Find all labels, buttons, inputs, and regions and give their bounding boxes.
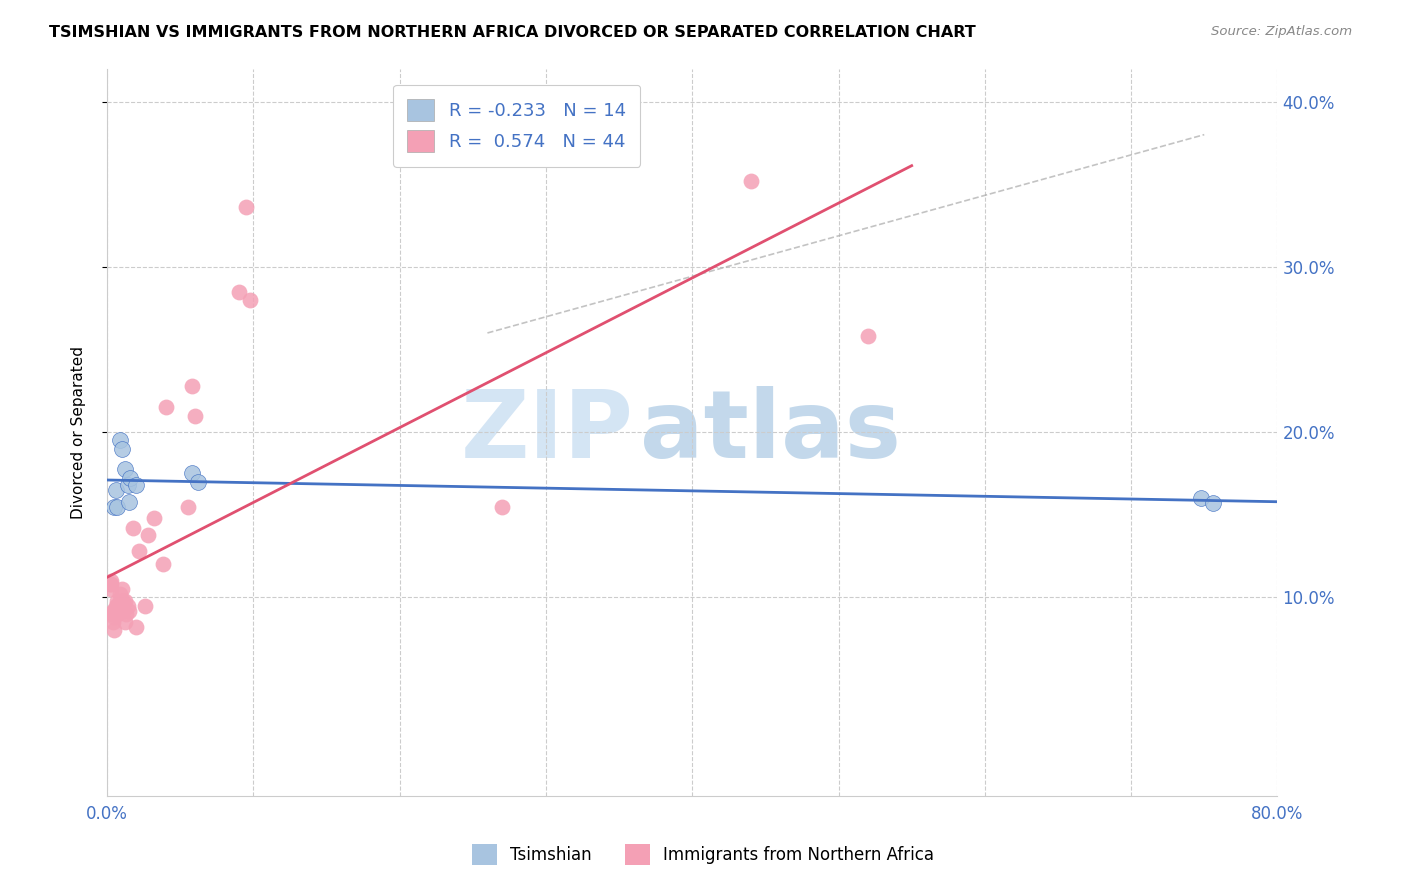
Point: [114, 461, 136, 475]
Point: [104, 604, 127, 618]
Point: [118, 604, 141, 618]
Text: ZIP: ZIP: [461, 386, 634, 478]
Point: [155, 401, 177, 415]
Text: atlas: atlas: [640, 386, 901, 478]
Point: [152, 558, 174, 572]
Text: TSIMSHIAN VS IMMIGRANTS FROM NORTHERN AFRICA DIVORCED OR SEPARATED CORRELATION C: TSIMSHIAN VS IMMIGRANTS FROM NORTHERN AF…: [49, 25, 976, 40]
Point: [111, 442, 134, 456]
Point: [101, 604, 124, 618]
Point: [491, 500, 513, 514]
Point: [104, 607, 127, 621]
Point: [105, 599, 128, 613]
Point: [101, 615, 124, 630]
Point: [181, 467, 204, 481]
Point: [107, 604, 129, 618]
Point: [181, 379, 204, 393]
Point: [104, 599, 127, 613]
Point: [114, 615, 136, 630]
Point: [105, 607, 128, 621]
Point: [176, 500, 198, 514]
Legend: Tsimshian, Immigrants from Northern Africa: Tsimshian, Immigrants from Northern Afri…: [464, 836, 942, 873]
Point: [112, 604, 135, 618]
Text: Source: ZipAtlas.com: Source: ZipAtlas.com: [1212, 25, 1353, 38]
Point: [142, 511, 165, 525]
Point: [1202, 496, 1225, 510]
Point: [104, 483, 127, 497]
Point: [235, 200, 257, 214]
Point: [228, 285, 250, 299]
Point: [187, 475, 209, 489]
Point: [105, 500, 128, 514]
Point: [115, 607, 138, 621]
Point: [125, 478, 148, 492]
Point: [112, 593, 135, 607]
Point: [122, 521, 145, 535]
Point: [101, 607, 124, 621]
Point: [136, 527, 159, 541]
Point: [110, 587, 132, 601]
Point: [120, 471, 142, 485]
Point: [114, 593, 136, 607]
Point: [100, 577, 122, 591]
Point: [117, 599, 139, 613]
Point: [239, 293, 262, 307]
Point: [184, 409, 207, 423]
Point: [125, 620, 148, 634]
Point: [100, 582, 122, 596]
Point: [134, 599, 156, 613]
Point: [110, 593, 132, 607]
Point: [111, 582, 134, 596]
Point: [100, 574, 122, 588]
Point: [103, 500, 125, 514]
Point: [110, 434, 132, 448]
Point: [103, 604, 125, 618]
Y-axis label: Divorced or Separated: Divorced or Separated: [72, 345, 86, 518]
Legend: R = -0.233   N = 14, R =  0.574   N = 44: R = -0.233 N = 14, R = 0.574 N = 44: [392, 85, 641, 167]
Point: [856, 329, 879, 343]
Point: [103, 624, 125, 638]
Point: [103, 610, 125, 624]
Point: [117, 478, 139, 492]
Point: [98, 577, 121, 591]
Point: [118, 494, 141, 508]
Point: [128, 544, 150, 558]
Point: [105, 593, 128, 607]
Point: [740, 174, 762, 188]
Point: [1189, 491, 1212, 506]
